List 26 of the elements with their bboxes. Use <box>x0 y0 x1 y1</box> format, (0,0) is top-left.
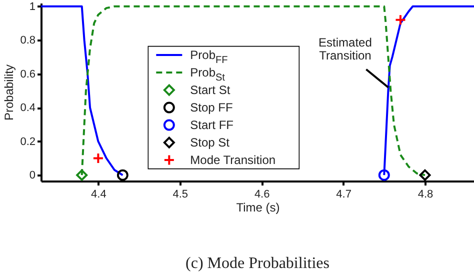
x-tick-label: 4.4 <box>91 188 106 200</box>
y-tick-label: 0.8 <box>20 34 36 47</box>
x-tick-label: 4.6 <box>254 188 270 200</box>
text: (c) Mode Probabilities <box>186 255 330 272</box>
annotation: Estimated Transition <box>318 35 372 62</box>
x-tick-label: 4.7 <box>336 188 352 200</box>
legend-label: Start FF <box>190 118 234 132</box>
y-tick-label: 0.2 <box>20 136 36 148</box>
legend-label: Start St <box>190 83 231 98</box>
point <box>76 169 88 181</box>
point <box>378 169 390 181</box>
y-axis-title: Probability <box>2 64 16 121</box>
y-tick-label: 0.4 <box>20 102 36 114</box>
y-tick-label: 0.6 <box>20 68 36 80</box>
point <box>419 169 431 181</box>
x-tick-label: 4.5 <box>172 188 188 200</box>
legend-label: Stop St <box>190 136 230 150</box>
legend-label: Mode Transition <box>190 153 276 168</box>
x-axis-title: Time (s) <box>236 200 280 214</box>
legend-label: Stop FF <box>190 100 233 115</box>
point <box>92 152 104 164</box>
x-tick-label: 4.8 <box>418 188 434 200</box>
point <box>116 169 128 181</box>
y-tick-label: 0 <box>29 170 36 182</box>
point <box>394 14 406 26</box>
y-tick-label: 1 <box>29 0 36 13</box>
